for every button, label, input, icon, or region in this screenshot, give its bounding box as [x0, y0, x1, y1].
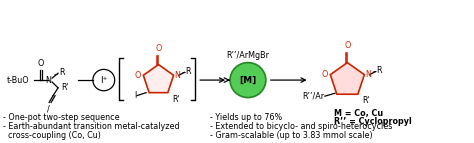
Text: M = Co, Cu: M = Co, Cu [335, 109, 383, 118]
Text: /: / [47, 104, 49, 113]
Text: O: O [322, 70, 328, 79]
Text: R’’/Ar: R’’/Ar [302, 92, 324, 101]
Polygon shape [330, 63, 365, 94]
Text: O: O [135, 71, 141, 80]
Text: - Extended to bicyclo- and spiro-heterocycles: - Extended to bicyclo- and spiro-heteroc… [210, 122, 392, 131]
Text: O: O [344, 41, 351, 50]
Text: R’’ = Cyclopropyl: R’’ = Cyclopropyl [335, 117, 412, 126]
Text: N: N [365, 70, 371, 79]
Text: [M]: [M] [239, 76, 256, 85]
Text: R: R [59, 68, 64, 77]
Text: - One-pot two-step sequence: - One-pot two-step sequence [3, 113, 120, 122]
Text: O: O [37, 59, 44, 68]
Text: N: N [174, 71, 181, 80]
Text: –: – [372, 67, 376, 76]
Text: I: I [134, 91, 136, 100]
Text: - Gram-scalable (up to 3.83 mmol scale): - Gram-scalable (up to 3.83 mmol scale) [210, 131, 373, 140]
Text: R: R [185, 67, 191, 76]
Text: - Earth-abundant transition metal-catalyzed: - Earth-abundant transition metal-cataly… [3, 122, 180, 131]
Text: –: – [54, 70, 58, 79]
Text: R’’/ArMgBr: R’’/ArMgBr [227, 51, 269, 60]
Circle shape [230, 63, 266, 98]
Text: R: R [376, 66, 382, 75]
Text: R': R' [172, 95, 180, 104]
Text: cross-coupling (Co, Cu): cross-coupling (Co, Cu) [3, 131, 101, 140]
Text: O: O [155, 44, 162, 53]
Text: - Yields up to 76%: - Yields up to 76% [210, 113, 283, 122]
Text: t-BuO: t-BuO [6, 76, 29, 85]
Text: N: N [45, 76, 51, 85]
Text: R': R' [61, 83, 69, 92]
Text: –: – [182, 68, 185, 77]
Polygon shape [143, 64, 173, 93]
Text: I⁺: I⁺ [100, 76, 108, 85]
Text: R': R' [362, 96, 369, 105]
